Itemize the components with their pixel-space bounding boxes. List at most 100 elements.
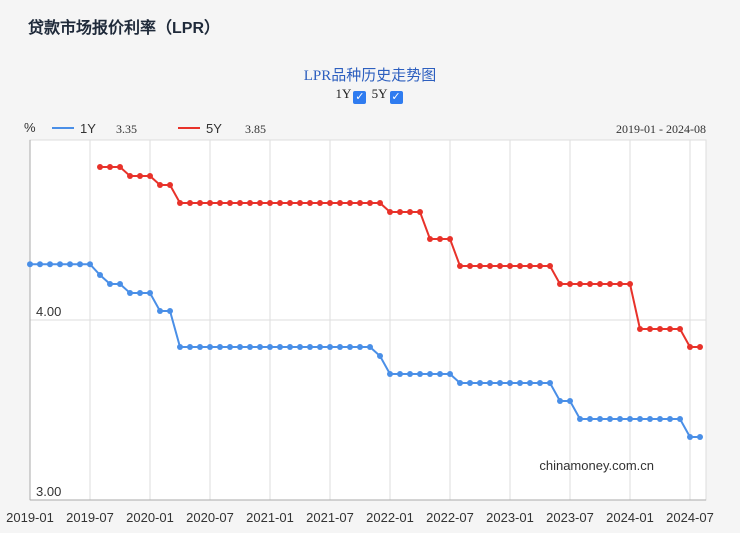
page-title: 贷款市场报价利率（LPR） xyxy=(28,20,221,37)
data-point-5y xyxy=(227,200,233,206)
toggle-5y-checkbox[interactable]: ✓ xyxy=(389,91,403,104)
data-point-1y xyxy=(677,416,683,422)
data-point-1y xyxy=(267,344,273,350)
data-point-1y xyxy=(397,371,403,377)
data-point-1y xyxy=(197,344,203,350)
data-point-1y xyxy=(347,344,353,350)
data-point-1y xyxy=(217,344,223,350)
data-point-5y xyxy=(537,263,543,269)
data-point-1y xyxy=(317,344,323,350)
data-point-1y xyxy=(507,380,513,386)
data-point-1y xyxy=(407,371,413,377)
data-point-1y xyxy=(287,344,293,350)
data-point-5y xyxy=(347,200,353,206)
data-point-1y xyxy=(637,416,643,422)
data-point-5y xyxy=(137,173,143,179)
data-point-5y xyxy=(587,281,593,287)
data-point-1y xyxy=(117,281,123,287)
data-point-5y xyxy=(567,281,573,287)
data-point-5y xyxy=(547,263,553,269)
data-point-5y xyxy=(677,326,683,332)
data-point-1y xyxy=(297,344,303,350)
data-point-5y xyxy=(667,326,673,332)
data-point-5y xyxy=(197,200,203,206)
data-point-1y xyxy=(77,261,83,268)
data-point-1y xyxy=(237,344,243,350)
data-point-5y xyxy=(627,281,633,287)
data-point-5y xyxy=(177,200,183,206)
data-point-1y xyxy=(497,380,503,386)
data-point-1y xyxy=(467,380,473,386)
data-point-5y xyxy=(397,209,403,215)
data-point-1y xyxy=(687,434,693,440)
data-point-1y xyxy=(417,371,423,377)
legend-latest-1y: 3.35 xyxy=(116,122,137,136)
data-point-1y xyxy=(587,416,593,422)
data-point-1y xyxy=(27,261,33,268)
legend-label-5y: 5Y xyxy=(206,121,222,136)
x-tick-label: 2019-01 xyxy=(6,510,54,525)
data-point-5y xyxy=(117,164,123,170)
data-point-1y xyxy=(97,272,103,278)
data-point-5y xyxy=(427,236,433,242)
data-point-1y xyxy=(207,344,213,350)
data-point-1y xyxy=(137,290,143,296)
data-point-1y xyxy=(437,371,443,377)
data-point-5y xyxy=(467,263,473,269)
data-point-1y xyxy=(487,380,493,386)
data-point-1y xyxy=(567,398,573,404)
data-point-5y xyxy=(457,263,463,269)
data-point-5y xyxy=(267,200,273,206)
x-tick-label: 2023-07 xyxy=(546,510,594,525)
data-point-1y xyxy=(597,416,603,422)
y-tick-label: 3.00 xyxy=(36,484,61,499)
data-point-5y xyxy=(367,200,373,206)
data-point-5y xyxy=(277,200,283,206)
data-point-5y xyxy=(317,200,323,206)
data-point-1y xyxy=(527,380,533,386)
data-point-5y xyxy=(287,200,293,206)
data-point-1y xyxy=(557,398,563,404)
series-toggles: 1Y ✓ 5Y ✓ xyxy=(0,86,740,104)
data-point-1y xyxy=(107,281,113,287)
legend-latest-5y: 3.85 xyxy=(245,122,266,136)
data-point-1y xyxy=(457,380,463,386)
data-point-5y xyxy=(357,200,363,206)
data-point-5y xyxy=(617,281,623,287)
x-tick-label: 2020-01 xyxy=(126,510,174,525)
data-point-1y xyxy=(147,290,153,296)
y-tick-label: 4.00 xyxy=(36,304,61,319)
data-point-5y xyxy=(557,281,563,287)
data-point-1y xyxy=(427,371,433,377)
data-point-1y xyxy=(47,261,53,268)
data-point-1y xyxy=(537,380,543,386)
data-point-1y xyxy=(37,261,43,268)
data-point-1y xyxy=(187,344,193,350)
data-point-5y xyxy=(217,200,223,206)
data-point-5y xyxy=(657,326,663,332)
x-tick-label: 2023-01 xyxy=(486,510,534,525)
data-point-1y xyxy=(627,416,633,422)
data-point-1y xyxy=(247,344,253,350)
data-point-5y xyxy=(447,236,453,242)
x-tick-label: 2019-07 xyxy=(66,510,114,525)
data-point-1y xyxy=(547,380,553,386)
toggle-1y-checkbox[interactable]: ✓ xyxy=(353,91,367,104)
data-point-1y xyxy=(607,416,613,422)
data-point-5y xyxy=(417,209,423,215)
data-point-5y xyxy=(297,200,303,206)
x-tick-label: 2022-01 xyxy=(366,510,414,525)
data-point-1y xyxy=(367,344,373,350)
data-point-1y xyxy=(67,261,73,268)
data-point-5y xyxy=(377,200,383,206)
data-point-1y xyxy=(667,416,673,422)
data-point-1y xyxy=(697,434,703,440)
data-point-5y xyxy=(387,209,393,215)
data-point-5y xyxy=(327,200,333,206)
data-point-5y xyxy=(207,200,213,206)
data-point-5y xyxy=(507,263,513,269)
data-point-1y xyxy=(387,371,393,377)
data-point-1y xyxy=(157,308,163,314)
data-point-5y xyxy=(97,164,103,170)
